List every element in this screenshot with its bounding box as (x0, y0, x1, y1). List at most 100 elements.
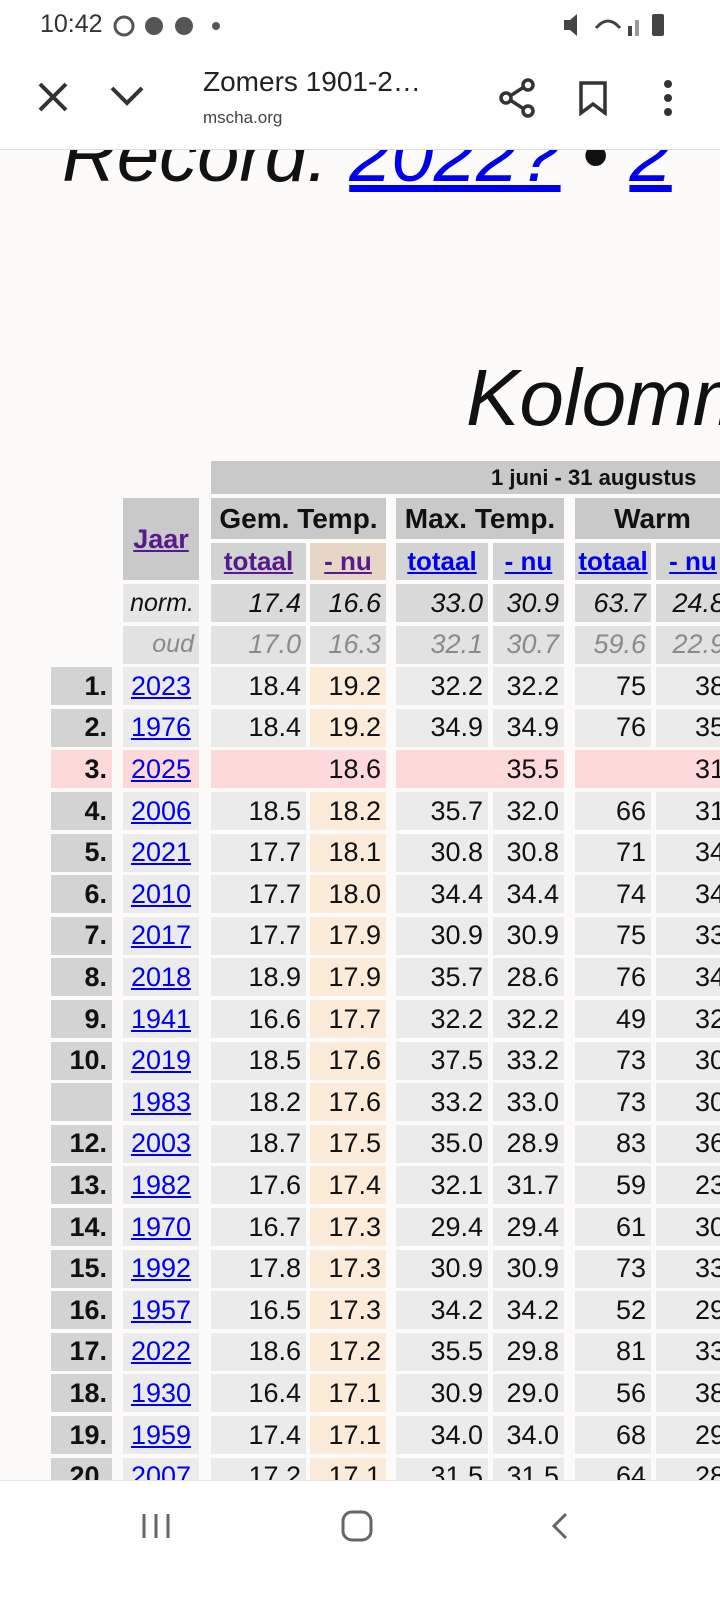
value: 34.4 (493, 875, 564, 914)
rank: 9. (51, 1000, 112, 1038)
value: 35.7 (396, 958, 488, 997)
record-link[interactable]: 2 (629, 150, 672, 198)
sub-header[interactable]: totaal (575, 543, 651, 580)
year-link[interactable]: 2023 (123, 667, 199, 706)
close-button[interactable] (36, 80, 70, 114)
year-link[interactable]: 1992 (123, 1249, 199, 1288)
value: 38 (656, 667, 720, 706)
value: 32.1 (396, 1166, 488, 1205)
rank: 14. (51, 1208, 112, 1246)
year-link[interactable]: 1957 (123, 1291, 199, 1330)
value: 29.4 (493, 1208, 564, 1246)
year-header[interactable]: Jaar (123, 498, 199, 580)
value: 68 (575, 1416, 651, 1454)
year-link[interactable]: 1976 (123, 708, 199, 747)
bookmark-button[interactable] (578, 80, 608, 116)
year-link[interactable]: 1959 (123, 1416, 199, 1454)
value: 19.2 (310, 708, 386, 747)
rank: 2. (51, 708, 112, 747)
value: 35.0 (396, 1124, 488, 1163)
record-link[interactable]: 2022? (349, 150, 561, 198)
reference-value: 30.9 (493, 584, 564, 622)
value: 28.6 (493, 958, 564, 997)
value: 30.9 (493, 916, 564, 955)
year-link[interactable]: 2007 (123, 1457, 199, 1480)
sub-header[interactable]: totaal (396, 543, 488, 580)
value: 17.4 (211, 1416, 306, 1454)
value: 66 (575, 792, 651, 830)
value: 33.2 (493, 1041, 564, 1080)
value: 33.2 (396, 1083, 488, 1122)
value: 29.0 (493, 1374, 564, 1413)
reference-value: 17.0 (211, 625, 306, 664)
value: 74 (575, 875, 651, 914)
value: 17.5 (310, 1124, 386, 1163)
value: 31.7 (493, 1166, 564, 1205)
sub-header[interactable]: totaal (211, 543, 306, 580)
value: 16.6 (211, 1000, 306, 1038)
year-link[interactable]: 2010 (123, 875, 199, 914)
value: 76 (575, 708, 651, 747)
sub-header[interactable]: - nu (310, 543, 386, 580)
year-link[interactable]: 2003 (123, 1124, 199, 1163)
value: 32 (656, 1000, 720, 1038)
sub-header[interactable]: - nu (656, 543, 720, 580)
value: 32.2 (396, 1000, 488, 1038)
year-link[interactable]: 1982 (123, 1166, 199, 1205)
sub-header[interactable]: - nu (493, 543, 564, 580)
year-link[interactable]: 1983 (123, 1083, 199, 1122)
browser-toolbar: Zomers 1901-2… mscha.org (0, 52, 720, 150)
value: 30 (656, 1083, 720, 1122)
value: 17.3 (310, 1291, 386, 1330)
value: 17.9 (310, 916, 386, 955)
year-link[interactable]: 2025 (123, 750, 199, 789)
value: 30 (656, 1041, 720, 1080)
recent-apps-button[interactable] (140, 1511, 172, 1541)
value: 17.1 (310, 1457, 386, 1480)
value: 31.5 (493, 1457, 564, 1480)
value: 29 (656, 1291, 720, 1330)
value: 73 (575, 1083, 651, 1122)
navigation-bar (0, 1480, 720, 1600)
page-url: mscha.org (203, 108, 283, 127)
reference-value: 33.0 (396, 584, 488, 622)
share-button[interactable] (498, 78, 538, 118)
value: 18.4 (211, 708, 306, 747)
value: 35.5 (396, 1332, 488, 1371)
year-link[interactable]: 1930 (123, 1374, 199, 1413)
value: 33 (656, 1249, 720, 1288)
value: 17.1 (310, 1374, 386, 1413)
value: 17.6 (310, 1083, 386, 1122)
web-page: Record: 2022? • 2 Kolommen 1 juni - 31 a… (0, 150, 720, 1480)
year-link[interactable]: 2006 (123, 792, 199, 830)
rank: 3. (51, 750, 112, 789)
value: 76 (575, 958, 651, 997)
year-link[interactable]: 2017 (123, 916, 199, 955)
year-link[interactable]: 1941 (123, 1000, 199, 1038)
menu-button[interactable] (658, 78, 678, 118)
value: 38 (656, 1374, 720, 1413)
year-link[interactable]: 2018 (123, 958, 199, 997)
value: 35 (656, 708, 720, 747)
year-link[interactable]: 2019 (123, 1041, 199, 1080)
year-link[interactable]: 2021 (123, 833, 199, 872)
value: 17.6 (211, 1166, 306, 1205)
year-link[interactable]: 2022 (123, 1332, 199, 1371)
year-link[interactable]: 1970 (123, 1208, 199, 1246)
collapse-button[interactable] (108, 84, 146, 108)
back-button[interactable] (550, 1511, 570, 1541)
value: 73 (575, 1249, 651, 1288)
value: 18.0 (310, 875, 386, 914)
rank: 1. (51, 667, 112, 706)
value: 29.4 (396, 1208, 488, 1246)
value: 30.9 (396, 916, 488, 955)
value: 33 (656, 916, 720, 955)
system-icons (564, 14, 664, 36)
home-button[interactable] (340, 1509, 374, 1543)
value: 30 (656, 1208, 720, 1246)
web-content: Record: 2022? • 2 Kolommen 1 juni - 31 a… (0, 150, 720, 1480)
separator: • (581, 150, 609, 198)
rank: 12. (51, 1124, 112, 1163)
value: 18.5 (211, 792, 306, 830)
